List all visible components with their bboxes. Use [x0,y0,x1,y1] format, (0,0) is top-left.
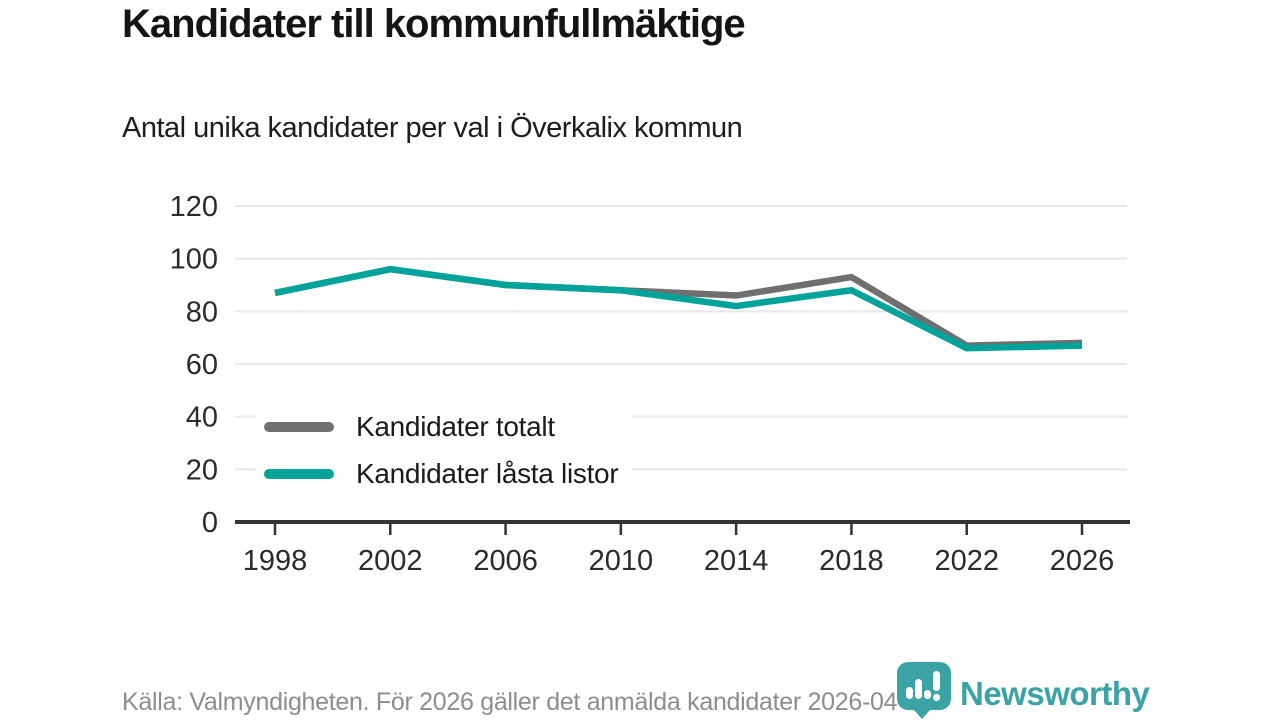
legend-label-total: Kandidater totalt [356,410,555,442]
y-axis-tick-label: 80 [186,296,218,328]
newsworthy-logo: Newsworthy [896,661,1150,720]
legend-swatch-locked [264,468,334,479]
line-chart: 0 20 40 60 80 100 120 1998 2002 2006 2010 2014 2018 2… [170,191,1130,577]
legend-item-locked: Kandidater låsta listor [264,450,619,497]
x-axis-tick-label: 2018 [819,545,884,577]
newsworthy-logo-text: Newsworthy [960,674,1150,712]
page-title: Kandidater till kommunfullmäktige [122,2,746,46]
x-axis-tick-label: 2014 [704,545,769,577]
x-axis-tick-label: 1998 [243,545,308,577]
y-axis-tick-label: 100 [170,244,218,276]
legend-swatch-total [264,421,334,432]
series-line-0 [274,265,1083,349]
x-axis-tick-label: 2022 [934,545,999,577]
y-axis-tick-label: 40 [186,402,218,434]
series-line-1 [274,265,1083,352]
legend-label-locked: Kandidater låsta listor [356,457,619,489]
newsworthy-logo-icon [897,662,951,719]
legend-item-total: Kandidater totalt [264,403,618,450]
y-axis-tick-label: 60 [186,349,218,381]
x-axis-tick-label: 2026 [1050,545,1115,577]
chart-legend: Kandidater totalt Kandidater låsta listo… [256,399,633,503]
y-axis-tick-label: 20 [186,454,218,486]
x-axis-tick-label: 2002 [358,545,423,577]
y-axis-tick-label: 120 [170,191,218,223]
y-axis-tick-label: 0 [202,507,218,539]
chart-subtitle: Antal unika kandidater per val i Överkal… [122,112,743,144]
source-note: Källa: Valmyndigheten. För 2026 gäller d… [122,688,940,716]
x-axis-tick-label: 2010 [589,545,654,577]
x-axis-tick-label: 2006 [473,545,538,577]
